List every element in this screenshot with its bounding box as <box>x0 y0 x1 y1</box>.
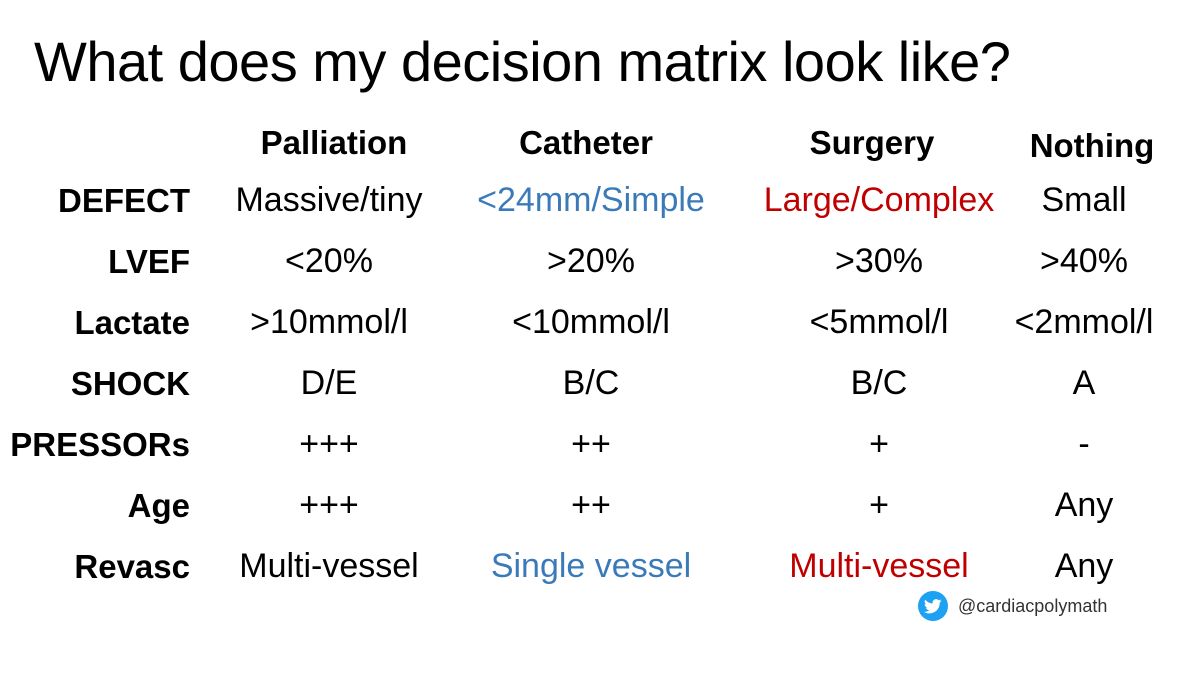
cell-revasc-surgery: Multi-vessel <box>789 547 969 585</box>
cell-lactate-surgery: <5mmol/l <box>809 303 949 341</box>
row-label-pressors: PRESSORs <box>10 426 190 463</box>
cell-pressors-nothing: - <box>1078 425 1090 463</box>
cell-revasc-palliation: Multi-vessel <box>239 547 419 585</box>
twitter-handle[interactable]: @cardiacpolymath <box>958 595 1108 616</box>
slide-title: What does my decision matrix look like? <box>34 30 1011 93</box>
column-header-catheter: Catheter <box>519 124 653 161</box>
cell-age-nothing: Any <box>1054 486 1114 524</box>
cell-age-palliation: +++ <box>299 486 359 524</box>
column-header-palliation: Palliation <box>260 124 408 161</box>
cell-defect-nothing: Small <box>1041 181 1127 219</box>
cell-shock-nothing: A <box>1072 364 1096 402</box>
row-label-revasc: Revasc <box>74 548 190 585</box>
cell-defect-catheter: <24mm/Simple <box>477 181 705 219</box>
cell-pressors-catheter: ++ <box>571 425 611 463</box>
cell-pressors-palliation: +++ <box>299 425 359 463</box>
cell-lvef-palliation: <20% <box>285 242 373 280</box>
row-label-age: Age <box>127 487 190 524</box>
cell-pressors-surgery: + <box>869 425 889 463</box>
cell-revasc-catheter: Single vessel <box>490 547 692 585</box>
cell-defect-palliation: Massive/tiny <box>235 181 423 219</box>
row-label-lvef: LVEF <box>108 243 190 280</box>
cell-revasc-nothing: Any <box>1054 547 1114 585</box>
cell-age-surgery: + <box>869 486 889 524</box>
row-label-defect: DEFECT <box>58 182 190 219</box>
cell-lvef-nothing: >40% <box>1040 242 1128 280</box>
row-label-lactate: Lactate <box>74 304 190 341</box>
twitter-attribution: @cardiacpolymath <box>918 591 1107 621</box>
cell-shock-surgery: B/C <box>850 364 908 402</box>
column-header-nothing: Nothing <box>1029 127 1155 164</box>
cell-shock-palliation: D/E <box>300 364 358 402</box>
cell-defect-surgery: Large/Complex <box>763 181 995 219</box>
cell-lactate-catheter: <10mmol/l <box>512 303 670 341</box>
cell-lactate-nothing: <2mmol/l <box>1014 303 1154 341</box>
twitter-bird-icon <box>918 591 948 621</box>
cell-lvef-catheter: >20% <box>547 242 635 280</box>
cell-age-catheter: ++ <box>571 486 611 524</box>
cell-lactate-palliation: >10mmol/l <box>250 303 408 341</box>
row-label-shock: SHOCK <box>70 365 190 402</box>
column-header-surgery: Surgery <box>809 124 935 161</box>
cell-lvef-surgery: >30% <box>835 242 923 280</box>
cell-shock-catheter: B/C <box>562 364 620 402</box>
